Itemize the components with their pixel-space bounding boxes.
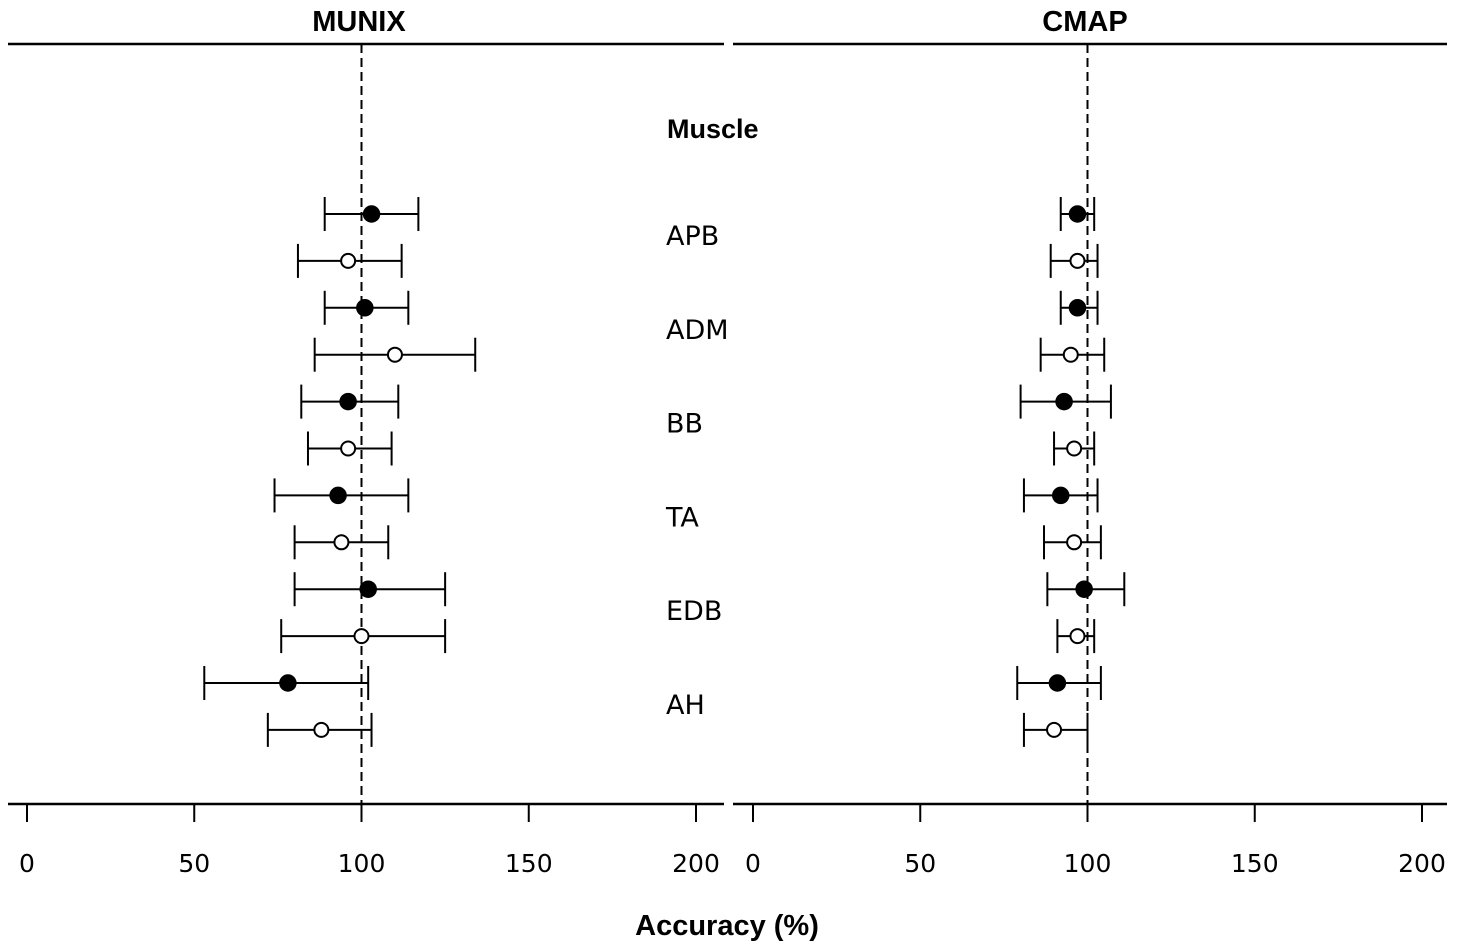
point-filled <box>1049 675 1065 691</box>
x-axis-title: Accuracy (%) <box>635 910 819 942</box>
estimate-row-bb-open <box>308 432 392 466</box>
estimate-row-edb-open <box>1057 619 1094 653</box>
panel-cmap: CMAP 0 50 100 150 200 <box>733 6 1447 878</box>
point-filled <box>330 487 346 503</box>
point-open <box>1064 348 1078 362</box>
estimate-row-bb-filled <box>1021 385 1111 419</box>
muscle-label: AH <box>666 690 705 721</box>
point-open <box>1070 254 1084 268</box>
point-filled <box>340 394 356 410</box>
muscle-label: TA <box>665 502 699 533</box>
point-filled <box>1056 394 1072 410</box>
estimate-row-adm-filled <box>1061 291 1098 325</box>
x-tick-label: 150 <box>1231 849 1279 878</box>
muscle-label: APB <box>666 221 719 252</box>
estimate-row-edb-filled <box>295 572 446 606</box>
x-tick-label: 50 <box>904 849 936 878</box>
x-tick-label: 200 <box>1398 849 1446 878</box>
estimate-row-adm-filled <box>325 291 409 325</box>
point-filled <box>357 300 373 316</box>
estimate-row-adm-open <box>1041 338 1105 372</box>
point-open <box>1067 535 1081 549</box>
estimate-row-ah-open <box>268 713 372 747</box>
point-open <box>1047 723 1061 737</box>
muscle-label: EDB <box>666 596 722 627</box>
estimate-row-ta-filled <box>1024 478 1098 512</box>
estimate-row-ah-open <box>1024 713 1088 747</box>
estimate-row-ah-filled <box>204 666 368 700</box>
estimate-row-ta-open <box>1044 525 1101 559</box>
x-tick-label: 150 <box>505 849 553 878</box>
estimate-row-edb-filled <box>1047 572 1124 606</box>
estimate-row-adm-open <box>315 338 476 372</box>
point-open <box>334 535 348 549</box>
estimate-row-apb-open <box>1051 244 1098 278</box>
point-open <box>341 442 355 456</box>
point-filled <box>364 206 380 222</box>
panel-title: MUNIX <box>312 6 406 38</box>
point-filled <box>1069 300 1085 316</box>
muscle-label: ADM <box>666 315 729 346</box>
point-open <box>1070 629 1084 643</box>
muscle-labels: APB ADM BB TA EDB AH <box>665 221 729 721</box>
x-tick-label: 200 <box>672 849 720 878</box>
point-filled <box>1076 581 1092 597</box>
estimate-row-apb-filled <box>325 197 419 231</box>
muscle-column-header: Muscle <box>667 114 759 144</box>
point-filled <box>1069 206 1085 222</box>
estimate-row-apb-filled <box>1061 197 1094 231</box>
estimate-row-bb-filled <box>301 385 398 419</box>
estimate-row-edb-open <box>281 619 445 653</box>
estimate-row-apb-open <box>298 244 402 278</box>
point-filled <box>360 581 376 597</box>
point-open <box>355 629 369 643</box>
estimate-row-ta-filled <box>275 478 409 512</box>
x-tick-label: 0 <box>745 849 761 878</box>
point-open <box>388 348 402 362</box>
estimate-row-ta-open <box>295 525 389 559</box>
point-open <box>341 254 355 268</box>
point-filled <box>280 675 296 691</box>
x-tick-label: 100 <box>1064 849 1112 878</box>
panel-title: CMAP <box>1042 6 1127 38</box>
x-tick-label: 100 <box>338 849 386 878</box>
point-open <box>1067 442 1081 456</box>
x-tick-label: 0 <box>19 849 35 878</box>
x-tick-label: 50 <box>178 849 210 878</box>
muscle-label: BB <box>666 409 703 440</box>
panel-munix: MUNIX 0 50 100 150 200 <box>8 6 724 878</box>
point-open <box>314 723 328 737</box>
point-filled <box>1053 487 1069 503</box>
